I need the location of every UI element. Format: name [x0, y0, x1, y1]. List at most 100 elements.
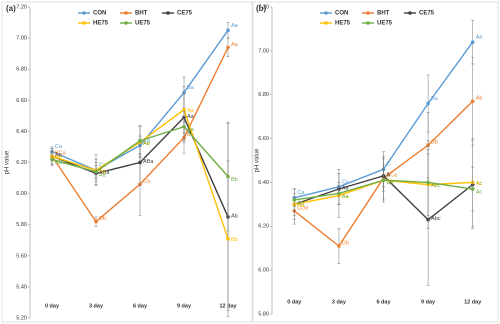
legend-marker — [366, 11, 370, 15]
point-letter: CDa — [297, 205, 309, 211]
y-tick-label: 7.20 — [16, 4, 27, 10]
point-letter: Abc — [431, 216, 441, 222]
legend-marker — [408, 11, 412, 15]
point-letter: Ca — [297, 190, 305, 196]
legend-marker — [82, 21, 86, 25]
data-point — [94, 219, 98, 224]
point-letter: Db — [99, 216, 106, 222]
point-letter: Aa — [342, 194, 350, 200]
point-letter: Aa — [387, 181, 395, 187]
x-tick-label: 12 day — [464, 299, 482, 305]
data-point — [470, 187, 475, 191]
legend-label: CE75 — [177, 11, 193, 17]
point-letter: Bb — [231, 237, 238, 243]
point-letter: Ac — [476, 181, 483, 187]
x-tick-label: 9 day — [177, 303, 192, 309]
point-letter: Aa — [99, 172, 107, 178]
point-letter: Aa — [55, 153, 63, 159]
x-tick-label: 6 day — [376, 299, 391, 305]
point-letter: Ba — [187, 85, 195, 91]
point-letter: Ac — [476, 189, 483, 195]
y-tick-label: 6.40 — [16, 129, 27, 135]
legend-marker — [324, 21, 328, 25]
point-letter: Aa — [342, 185, 350, 191]
point-letter: Aa — [187, 114, 195, 120]
legend-marker — [82, 11, 86, 15]
y-tick-label: 5.60 — [16, 253, 27, 259]
legend-label: CE75 — [419, 11, 435, 17]
point-letter: Aa — [143, 141, 151, 147]
point-letter: Aa — [231, 42, 239, 48]
legend-marker — [366, 21, 370, 25]
point-letter: Aa — [342, 194, 350, 200]
point-letter: Ca — [143, 138, 151, 144]
y-tick-label: 6.20 — [16, 160, 27, 166]
data-point — [226, 236, 230, 241]
point-letter: BCa — [55, 151, 67, 157]
data-point — [182, 124, 186, 129]
point-letter: Aa — [231, 23, 239, 29]
point-letter: Aa — [187, 127, 195, 133]
point-letter: A — [387, 172, 391, 178]
y-tick-label: 7.00 — [16, 36, 27, 42]
plot-frame — [1, 1, 254, 323]
y-tick-label: 7.20 — [258, 4, 269, 10]
data-point — [182, 107, 186, 112]
x-tick-label: 0 day — [45, 303, 60, 309]
point-letter: BCa — [387, 172, 399, 178]
point-letter: ABa — [99, 170, 110, 176]
y-tick-label: 6.00 — [258, 268, 269, 274]
x-tick-label: 6 day — [133, 303, 148, 309]
y-axis-label: pH value — [5, 150, 11, 174]
point-letter: Db — [342, 240, 349, 246]
point-letter: Ca — [342, 179, 350, 185]
point-letter: Aa — [297, 200, 305, 206]
data-point — [226, 45, 230, 50]
point-letter: Aa — [143, 141, 151, 147]
legend-label: UE75 — [377, 21, 393, 27]
legend-label: HE75 — [335, 21, 351, 27]
data-point — [138, 138, 142, 143]
point-letter: Aa — [187, 108, 195, 114]
legend-label: CON — [93, 11, 106, 17]
y-tick-label: 6.20 — [258, 224, 269, 230]
x-tick-label: 9 day — [421, 299, 436, 305]
legend-label: UE75 — [135, 21, 151, 27]
point-letter: Aa — [55, 155, 63, 161]
point-letter: Ca — [55, 144, 63, 150]
data-point — [426, 180, 430, 185]
data-point — [426, 101, 430, 106]
data-point — [50, 157, 54, 162]
x-tick-label: 3 day — [89, 303, 104, 309]
y-tick-label: 5.20 — [16, 315, 27, 321]
y-tick-label: 6.40 — [258, 180, 269, 186]
y-tick-label: 6.00 — [16, 191, 27, 197]
legend-label: CON — [335, 11, 348, 17]
data-point — [94, 170, 98, 174]
y-tick-label: 6.80 — [16, 67, 27, 73]
point-letter: C — [387, 162, 391, 168]
data-point — [226, 28, 230, 33]
y-tick-label: 6.60 — [258, 136, 269, 142]
point-letter: Ac — [476, 181, 483, 187]
legend-marker — [166, 11, 170, 15]
y-axis-label: pH value — [255, 148, 261, 172]
data-point — [470, 40, 475, 44]
y-tick-label: 5.80 — [16, 222, 27, 228]
y-tick-label: 5.40 — [16, 284, 27, 290]
point-letter: Bb — [431, 140, 438, 146]
point-letter: Aa — [99, 169, 107, 175]
legend-marker — [124, 21, 128, 25]
y-tick-label: 6.80 — [258, 92, 269, 98]
legend-label: BHT — [135, 11, 148, 17]
legend-label: HE75 — [93, 21, 109, 27]
point-letter: Ab — [476, 96, 483, 102]
y-tick-label: 7.00 — [258, 48, 269, 54]
point-letter: Ca — [143, 179, 151, 185]
data-point — [337, 191, 341, 196]
legend-marker — [324, 11, 328, 15]
point-letter: ABa — [55, 160, 66, 166]
point-letter: Ac — [431, 183, 438, 189]
point-letter: Ba — [431, 96, 439, 102]
data-point — [337, 244, 341, 248]
